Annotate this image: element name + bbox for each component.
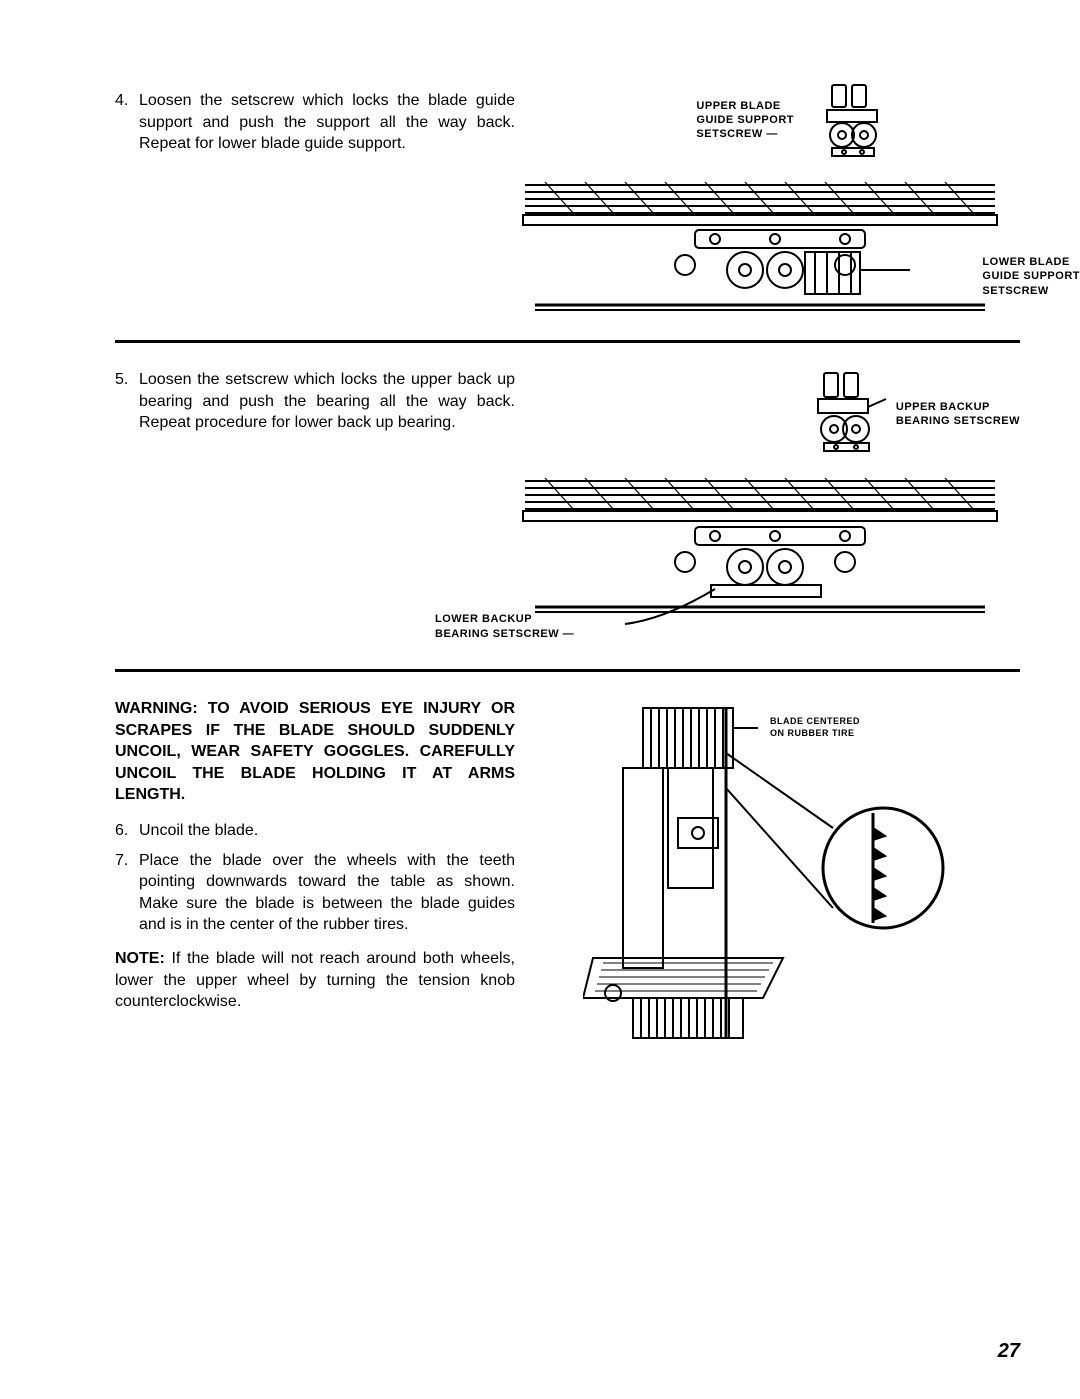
- step-number: 6.: [115, 820, 139, 842]
- lower-guide-icon: [515, 170, 1005, 320]
- upper-guide-label: UPPER BLADE GUIDE SUPPORT SETSCREW —: [696, 99, 794, 142]
- text-column-warning: WARNING: TO AVOID SERIOUS EYE INJURY OR …: [115, 698, 515, 1013]
- step-text: Loosen the setscrew which locks the blad…: [139, 90, 515, 155]
- blade-centered-label: BLADE CENTERED ON RUBBER TIRE: [770, 716, 860, 739]
- figure-column-5: UPPER BACKUP BEARING SETSCREW: [515, 369, 1020, 629]
- section-divider-2: [115, 669, 1020, 672]
- step-7: 7. Place the blade over the wheels with …: [115, 850, 515, 936]
- lower-backup-label: LOWER BACKUP BEARING SETSCREW —: [435, 612, 574, 641]
- figure-column-4: UPPER BLADE GUIDE SUPPORT SETSCREW —: [515, 90, 1020, 320]
- step-6: 6. Uncoil the blade.: [115, 820, 515, 842]
- section-step-5: 5. Loosen the setscrew which locks the u…: [115, 369, 1020, 629]
- upper-backup-figure: UPPER BACKUP BEARING SETSCREW: [515, 369, 1020, 459]
- lower-backup-icon: [515, 469, 1005, 629]
- text-column-4: 4. Loosen the setscrew which locks the b…: [115, 90, 515, 163]
- step-text: Uncoil the blade.: [139, 820, 515, 842]
- upper-backup-label: UPPER BACKUP BEARING SETSCREW: [896, 400, 1020, 429]
- upper-guide-figure: UPPER BLADE GUIDE SUPPORT SETSCREW —: [515, 80, 1020, 160]
- text-column-5: 5. Loosen the setscrew which locks the u…: [115, 369, 515, 442]
- step-number: 5.: [115, 369, 139, 434]
- page-number: 27: [998, 1340, 1020, 1363]
- lower-backup-figure: LOWER BACKUP BEARING SETSCREW —: [515, 469, 1020, 629]
- note-label: NOTE:: [115, 950, 165, 967]
- step-4: 4. Loosen the setscrew which locks the b…: [115, 90, 515, 155]
- section-divider-1: [115, 340, 1020, 343]
- step-number: 7.: [115, 850, 139, 936]
- figure-column-bandsaw: BLADE CENTERED ON RUBBER TIRE: [515, 698, 1020, 1048]
- step-5: 5. Loosen the setscrew which locks the u…: [115, 369, 515, 434]
- step-number: 4.: [115, 90, 139, 155]
- upper-backup-icon: [798, 369, 888, 459]
- section-warning-steps: WARNING: TO AVOID SERIOUS EYE INJURY OR …: [115, 698, 1020, 1048]
- note-text: If the blade will not reach around both …: [115, 950, 515, 1010]
- warning-text: WARNING: TO AVOID SERIOUS EYE INJURY OR …: [115, 698, 515, 806]
- step-text: Loosen the setscrew which locks the uppe…: [139, 369, 515, 434]
- step-text: Place the blade over the wheels with the…: [139, 850, 515, 936]
- lower-guide-figure: LOWER BLADE GUIDE SUPPORT SETSCREW: [515, 170, 1020, 320]
- bandsaw-icon: [583, 698, 953, 1048]
- upper-guide-icon: [802, 80, 892, 160]
- note-block: NOTE: If the blade will not reach around…: [115, 948, 515, 1013]
- section-step-4: 4. Loosen the setscrew which locks the b…: [115, 90, 1020, 320]
- lower-guide-label: LOWER BLADE GUIDE SUPPORT SETSCREW: [982, 255, 1080, 298]
